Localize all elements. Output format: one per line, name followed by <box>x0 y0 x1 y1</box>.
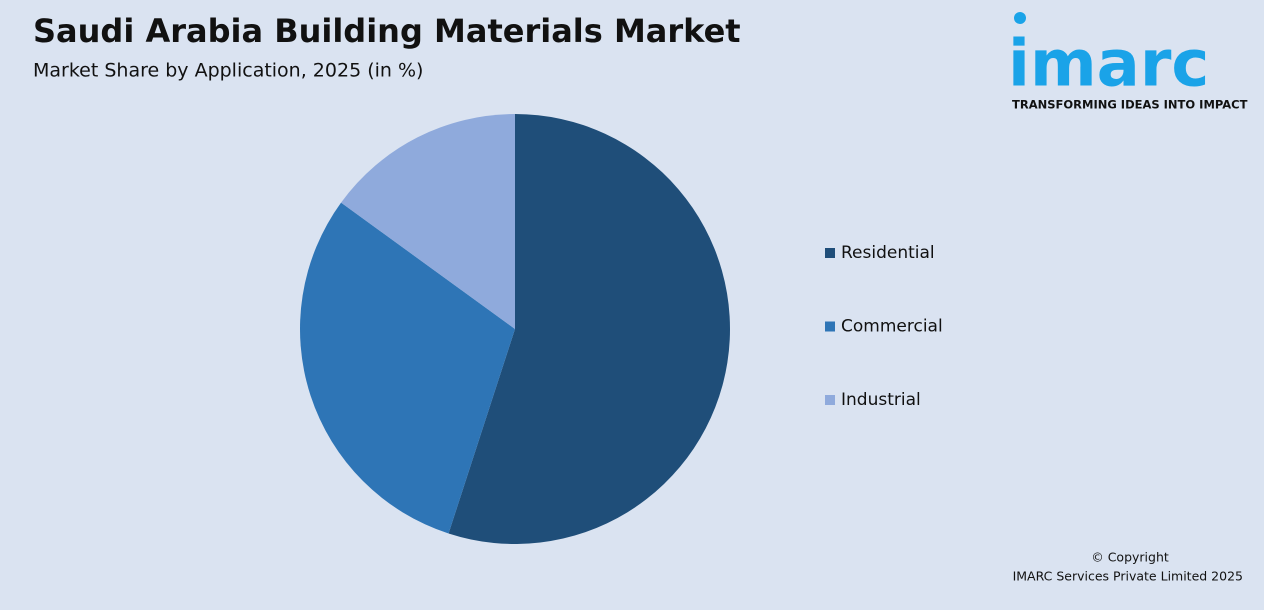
pie-slice <box>448 114 730 544</box>
legend-label: Commercial <box>841 317 943 337</box>
copyright: © Copyright <box>1091 550 1169 565</box>
pie-slice <box>341 114 515 329</box>
chart-subtitle: Market Share by Application, 2025 (in %) <box>33 60 423 82</box>
logo: imarc <box>1008 28 1209 102</box>
legend-swatch <box>825 248 835 258</box>
logo-dot <box>1014 12 1026 24</box>
chart-title: Saudi Arabia Building Materials Market <box>33 12 741 50</box>
copyright-owner: IMARC Services Private Limited 2025 <box>1013 569 1243 584</box>
legend-label: Residential <box>841 243 935 263</box>
legend-label: Industrial <box>841 390 921 410</box>
pie-slice <box>300 202 515 534</box>
legend-swatch <box>825 395 835 405</box>
logo-tagline: TRANSFORMING IDEAS INTO IMPACT <box>1012 98 1248 112</box>
legend-swatch <box>825 321 835 332</box>
